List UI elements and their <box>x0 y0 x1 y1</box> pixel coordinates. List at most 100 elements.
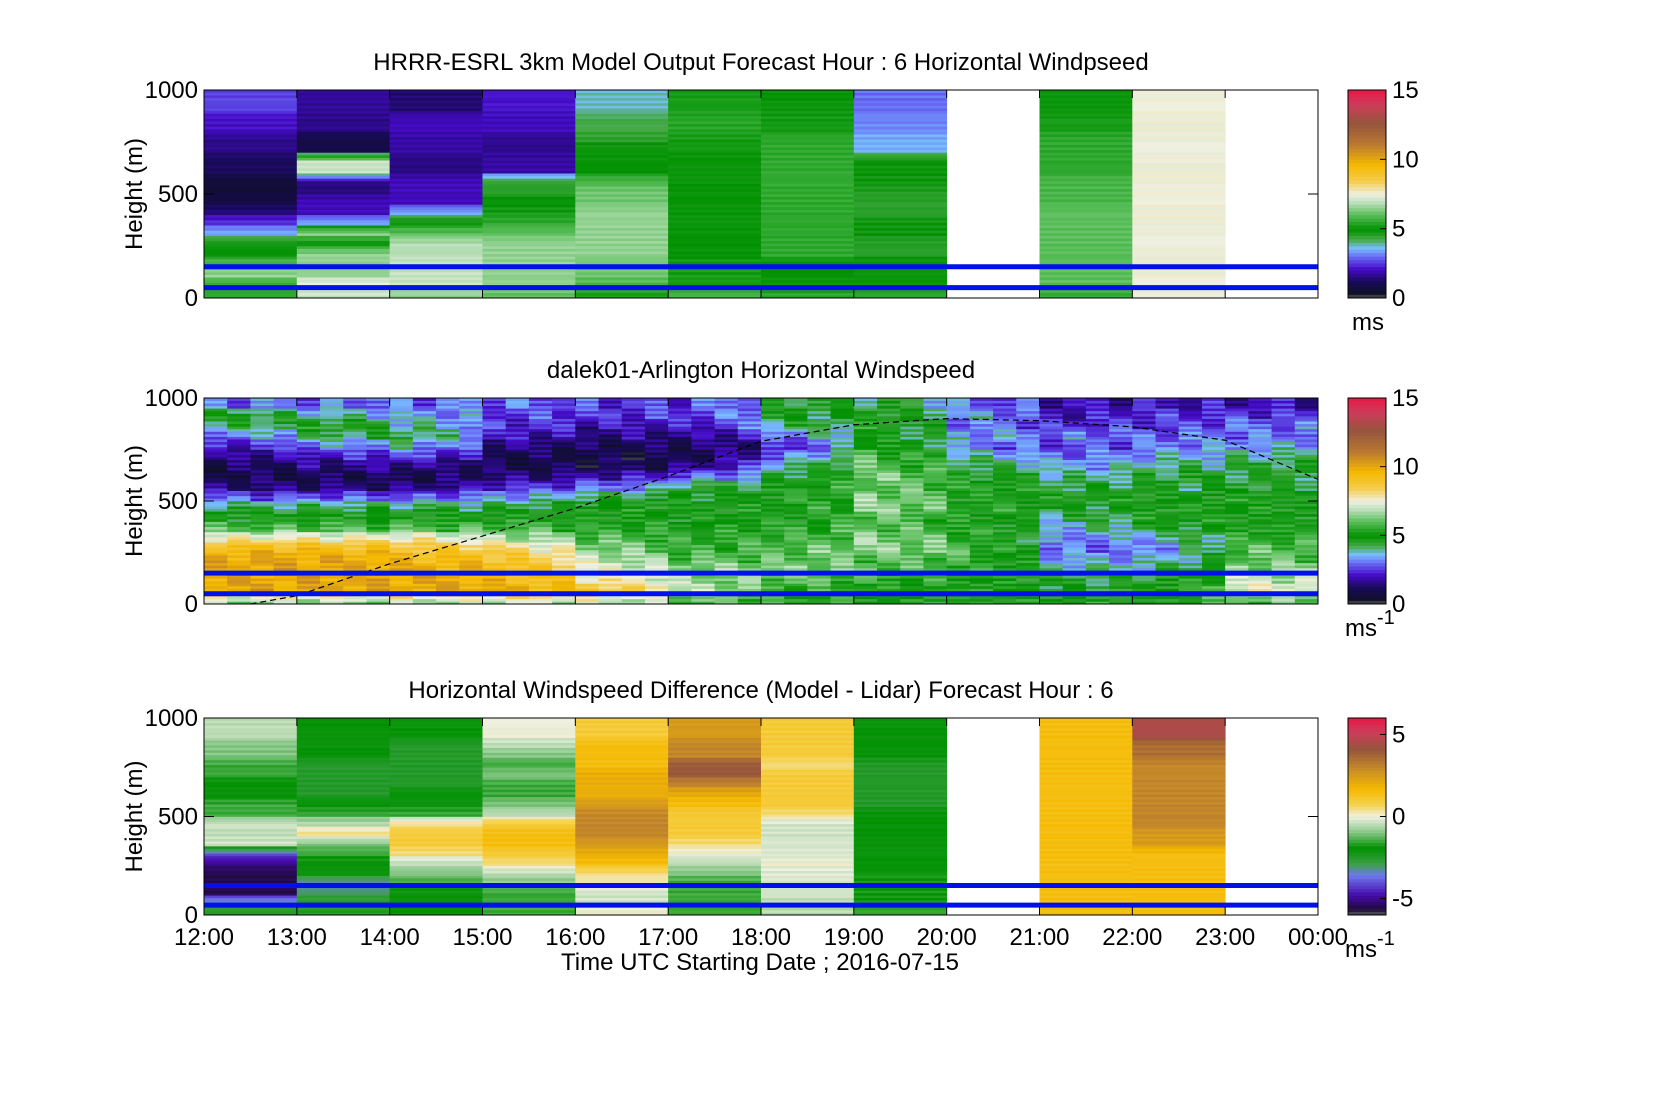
colorbar-step <box>1348 452 1386 457</box>
heatmap-cell <box>691 464 715 468</box>
heatmap-cell <box>761 462 785 466</box>
colorbar-step <box>1348 186 1386 191</box>
heatmap-cell <box>482 554 507 558</box>
heatmap-cell <box>459 397 483 401</box>
heatmap-cell <box>1155 462 1180 466</box>
heatmap-cell <box>598 500 623 504</box>
heatmap-cell <box>250 513 275 517</box>
heatmap-cell <box>1201 544 1226 548</box>
heatmap-cell <box>1248 477 1272 481</box>
heatmap-cell <box>1155 565 1180 569</box>
heatmap-cell <box>1201 498 1226 502</box>
heatmap-cell <box>1271 523 1296 528</box>
heatmap-cell <box>1248 500 1272 504</box>
heatmap-cell <box>436 420 460 425</box>
heatmap-cell <box>1248 565 1272 569</box>
heatmap-cell <box>877 397 901 401</box>
heatmap-cell <box>923 549 948 553</box>
heatmap-cell <box>784 482 808 486</box>
heatmap-cell <box>1109 444 1133 448</box>
heatmap-cell <box>1271 531 1296 535</box>
heatmap-cell <box>993 451 1017 455</box>
heatmap-cell <box>668 196 762 200</box>
heatmap-cell <box>528 557 553 561</box>
heatmap-cell <box>366 547 391 551</box>
heatmap-cell <box>714 456 739 461</box>
heatmap-cell <box>204 136 298 140</box>
heatmap-cell <box>853 585 878 589</box>
heatmap-cell <box>296 154 391 158</box>
heatmap-cell <box>1085 534 1110 538</box>
heatmap-cell <box>482 115 576 119</box>
heatmap-cell <box>621 420 646 425</box>
heatmap-cell <box>1016 541 1040 546</box>
heatmap-cell <box>1085 559 1110 564</box>
heatmap-cell <box>877 408 901 412</box>
heatmap-cell <box>482 136 576 140</box>
heatmap-cell <box>204 816 298 820</box>
heatmap-cell <box>1132 253 1226 257</box>
heatmap-cell <box>575 577 599 582</box>
heatmap-cell <box>1225 583 1249 587</box>
heatmap-cell <box>1039 243 1133 247</box>
heatmap-cell <box>877 508 901 512</box>
heatmap-cell <box>575 446 599 450</box>
heatmap-cell <box>1178 490 1203 494</box>
heatmap-cell <box>877 418 901 422</box>
heatmap-cell <box>969 482 994 486</box>
heatmap-cell <box>807 459 832 463</box>
heatmap-cell <box>714 554 739 558</box>
heatmap-cell <box>830 462 855 466</box>
heatmap-cell <box>830 469 855 473</box>
heatmap-cell <box>1085 438 1110 443</box>
heatmap-cell <box>204 826 298 830</box>
heatmap-cell <box>853 415 878 419</box>
heatmap-cell <box>1016 462 1040 466</box>
heatmap-cell <box>1178 539 1203 543</box>
heatmap-cell <box>296 183 391 187</box>
colorbar-tick-label: 15 <box>1392 77 1419 104</box>
heatmap-cell <box>1039 598 1064 602</box>
heatmap-cell <box>761 279 855 283</box>
heatmap-cell <box>296 811 391 815</box>
heatmap-cell <box>412 595 437 600</box>
heatmap-cell <box>621 503 646 507</box>
heatmap-cell <box>227 456 251 461</box>
heatmap-cell <box>761 539 785 543</box>
heatmap-cell <box>575 554 599 558</box>
heatmap-cell <box>1201 575 1226 579</box>
heatmap-cell <box>1016 559 1040 564</box>
heatmap-cell <box>389 583 414 587</box>
heatmap-cell <box>1132 141 1226 145</box>
heatmap-cell <box>250 492 275 497</box>
heatmap-cell <box>691 400 715 404</box>
heatmap-cell <box>621 438 646 443</box>
heatmap-cell <box>853 128 948 132</box>
heatmap-cell <box>204 887 298 891</box>
heatmap-cell <box>969 531 994 535</box>
heatmap-cell <box>714 474 739 479</box>
heatmap-cell <box>1225 462 1249 466</box>
heatmap-cell <box>1155 397 1180 401</box>
heatmap-cell <box>204 557 228 561</box>
heatmap-cell <box>389 423 414 427</box>
heatmap-cell <box>459 400 483 404</box>
heatmap-cell <box>598 583 623 587</box>
heatmap-cell <box>1132 567 1156 571</box>
heatmap-cell <box>761 513 785 517</box>
heatmap-cell <box>1016 554 1040 558</box>
heatmap-cell <box>853 146 948 151</box>
heatmap-cell <box>1294 598 1319 602</box>
heatmap-cell <box>273 459 298 463</box>
heatmap-cell <box>204 431 228 435</box>
heatmap-cell <box>204 454 228 458</box>
heatmap-cell <box>691 408 715 412</box>
heatmap-cell <box>830 526 855 530</box>
heatmap-cell <box>1085 567 1110 571</box>
heatmap-cell <box>250 552 275 556</box>
heatmap-cell <box>296 559 321 564</box>
heatmap-cell <box>296 875 391 879</box>
heatmap-cell <box>250 462 275 466</box>
heatmap-cell <box>1132 601 1156 605</box>
heatmap-cell <box>1085 536 1110 540</box>
